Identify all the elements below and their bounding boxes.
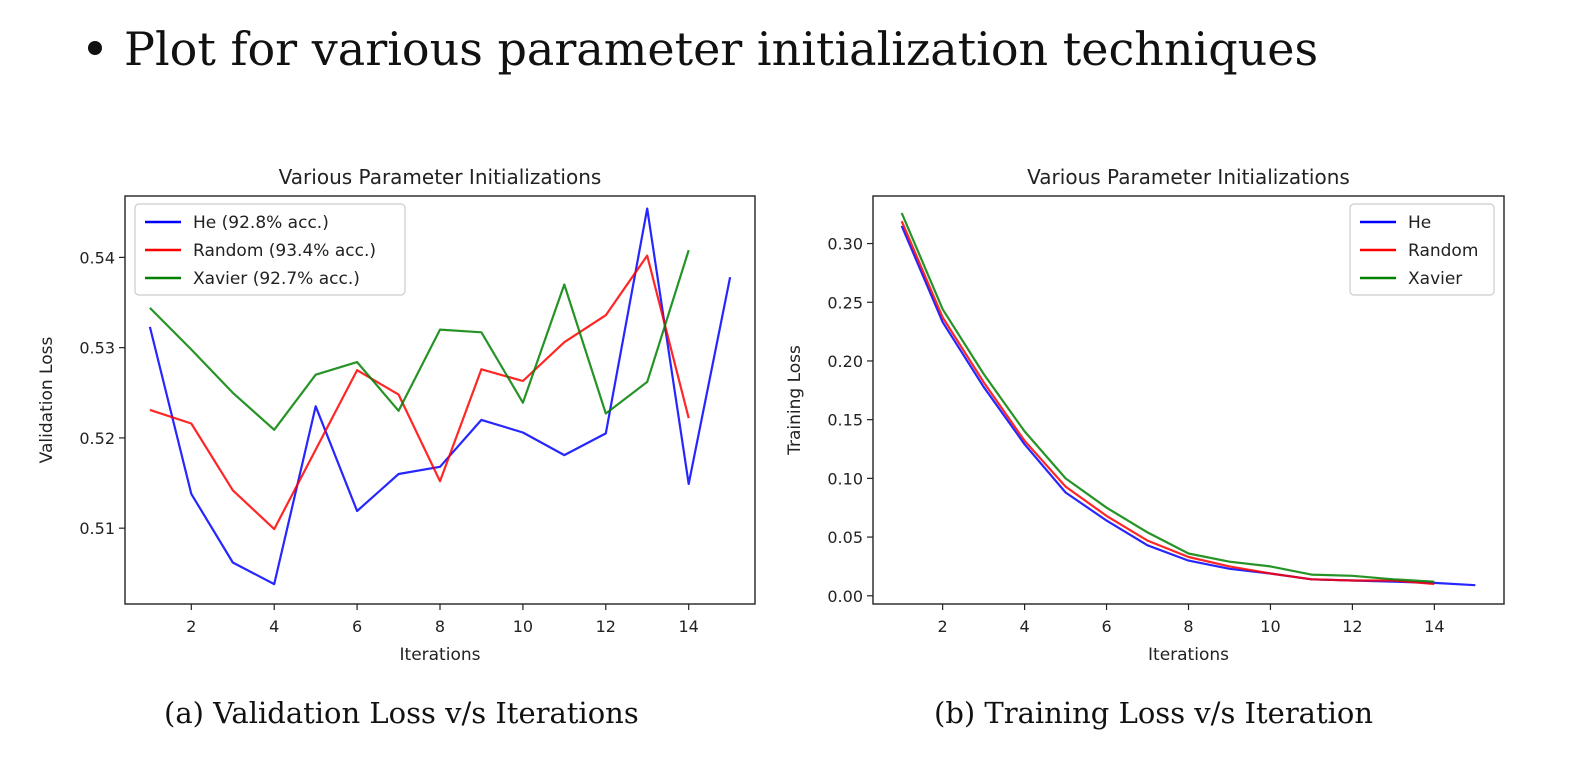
- chart-validation-loss: Various Parameter Initializations 2 4 6 8 10 1…: [37, 165, 756, 665]
- x-tick-label: 14: [1424, 617, 1444, 636]
- caption-a: (a) Validation Loss v/s Iterations: [164, 696, 639, 730]
- plot-frame: [124, 195, 756, 605]
- y-tick-label: 0.54: [79, 248, 115, 267]
- y-tick-label: 0.25: [827, 293, 863, 312]
- legend-box: [134, 203, 406, 296]
- series-line: [900, 220, 1435, 586]
- legend-entry: Random: [1408, 241, 1478, 261]
- x-tick-label: 10: [513, 617, 533, 636]
- legend: He Random Xavier: [1349, 203, 1495, 296]
- y-tick-label: 0.51: [79, 519, 115, 538]
- y-tick-label: 0.00: [827, 587, 863, 606]
- plot-frame: [872, 195, 1505, 605]
- series-line: [148, 207, 732, 586]
- x-tick-label: 12: [1342, 617, 1362, 636]
- series-line: [149, 254, 690, 531]
- series-line: [900, 212, 1435, 583]
- legend: He (92.8% acc.) Random (93.4% acc.) Xavier…: [134, 203, 406, 296]
- x-tick-label: 14: [679, 617, 699, 636]
- y-tick-label: 0.20: [827, 352, 863, 371]
- y-axis-label: Training Loss: [785, 345, 805, 456]
- x-tick-label: 6: [1101, 617, 1111, 636]
- chart-title: Various Parameter Initializations: [279, 165, 602, 189]
- x-axis-label: Iterations: [1148, 645, 1229, 665]
- x-tick-label: 2: [938, 617, 948, 636]
- x-tick-label: 4: [269, 617, 279, 636]
- x-tick-label: 10: [1260, 617, 1280, 636]
- x-tick-label: 12: [596, 617, 616, 636]
- series-line: [149, 249, 690, 431]
- caption-b: (b) Training Loss v/s Iteration: [934, 696, 1374, 730]
- y-tick-label: 0.30: [827, 235, 863, 254]
- chart-title: Various Parameter Initializations: [1027, 165, 1350, 189]
- y-tick-label: 0.15: [827, 411, 863, 430]
- legend-entry: Xavier: [1408, 269, 1462, 289]
- legend-box: [1349, 203, 1495, 296]
- y-tick-label: 0.05: [827, 528, 863, 547]
- legend-entry: He (92.8% acc.): [193, 213, 329, 233]
- bullet-item: Plot for various parameter initializatio…: [88, 22, 1318, 76]
- x-axis-label: Iterations: [400, 645, 481, 665]
- x-tick-label: 6: [352, 617, 362, 636]
- y-tick-label: 0.52: [79, 429, 115, 448]
- y-tick-label: 0.53: [79, 339, 115, 358]
- x-tick-label: 8: [1183, 617, 1193, 636]
- y-tick-label: 0.10: [827, 469, 863, 488]
- x-tick-label: 4: [1020, 617, 1030, 636]
- y-axis-label: Validation Loss: [37, 337, 57, 464]
- x-tick-label: 2: [186, 617, 196, 636]
- chart-training-loss: Various Parameter Initializations 2 4 6 8 10 1…: [785, 165, 1505, 665]
- x-tick-label: 8: [435, 617, 445, 636]
- bullet-text: Plot for various parameter initializatio…: [124, 22, 1319, 76]
- legend-entry: He: [1408, 213, 1431, 233]
- legend-entry: Xavier (92.7% acc.): [193, 269, 360, 289]
- legend-entry: Random (93.4% acc.): [193, 241, 376, 261]
- bullet-dot-icon: [88, 41, 102, 55]
